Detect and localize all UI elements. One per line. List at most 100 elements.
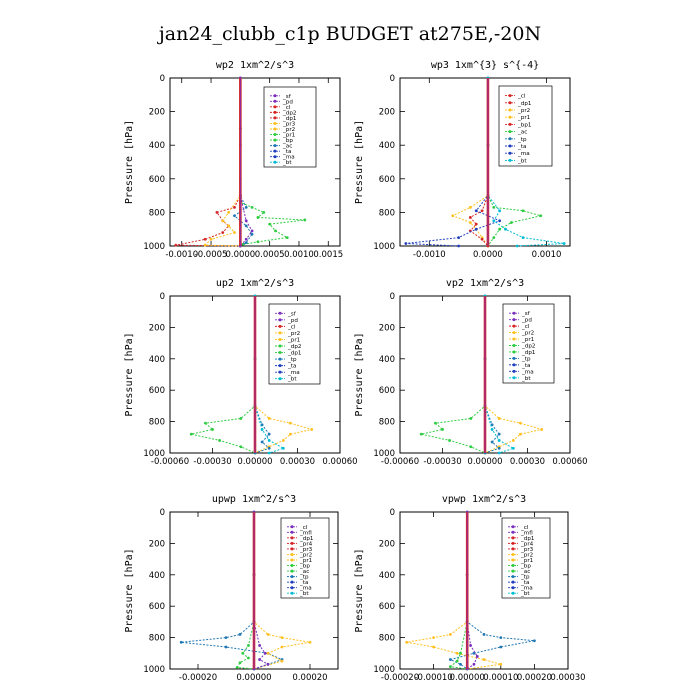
legend-marker xyxy=(508,144,512,148)
legend-label: _ta xyxy=(287,364,296,370)
y-axis-label: Pressure [hPa] xyxy=(124,548,135,632)
legend: _cl_mfl_dp1_pr4_pr3_pr2_pr1_bp_ac_tp_ta_… xyxy=(280,517,330,599)
series-point xyxy=(498,209,502,213)
x-tick-label: -0.00020 xyxy=(179,673,217,683)
series-point xyxy=(274,229,277,233)
panel-1: wp2 1xm^2/s^3 Pressure [hPa] 0 200 400 600 800… xyxy=(124,60,343,260)
series-line-1 xyxy=(181,512,284,670)
panel-5: upwp 1xm^2/s^3 Pressure [hPa] 0 200 400 600 80… xyxy=(124,494,339,683)
series-line-1 xyxy=(421,296,486,454)
y-tick-label: 600 xyxy=(149,175,165,185)
panel-title: wp3 1xm^{3} s^{-4} xyxy=(431,60,539,71)
legend-label: _ma xyxy=(299,586,312,592)
series-point xyxy=(260,428,264,431)
y-tick-label: 1000 xyxy=(143,665,165,675)
series-point xyxy=(203,243,207,247)
y-tick-label: 0 xyxy=(160,292,165,302)
series-point xyxy=(239,417,243,420)
series-point xyxy=(244,224,248,228)
x-tick-label: -0.00020 xyxy=(381,673,419,683)
legend-marker xyxy=(512,318,516,322)
figure-title: jan24_clubb_c1p BUDGET at275E,-20N xyxy=(157,23,541,45)
y-tick-label: 200 xyxy=(379,108,395,118)
legend-marker xyxy=(512,311,516,315)
series-point xyxy=(244,219,248,223)
series-point xyxy=(497,451,501,455)
legend-label: _pr1 xyxy=(299,558,313,564)
x-tick-label: 0.00030 xyxy=(280,457,315,467)
series-point xyxy=(260,440,264,444)
legend-label: _ta xyxy=(299,580,308,586)
x-tick-label: -0.0005 xyxy=(195,250,228,260)
legend-label: _cl xyxy=(287,324,296,330)
legend-marker xyxy=(290,558,294,562)
legend-label: _bt xyxy=(521,376,531,382)
series-point xyxy=(266,633,270,636)
series-point xyxy=(238,633,242,636)
legend-marker xyxy=(512,363,516,367)
legend-label: _dp1 xyxy=(299,536,314,542)
series-point xyxy=(432,636,435,639)
x-tick-label: 0.0015 xyxy=(313,250,343,260)
series-point xyxy=(455,651,459,655)
series-point xyxy=(267,446,271,450)
series-point xyxy=(504,227,507,231)
series-point xyxy=(469,644,472,647)
x-tick-label: -0.00010 xyxy=(414,673,452,683)
panel-title: upwp 1xm^2/s^3 xyxy=(212,494,296,505)
y-tick-label: 0 xyxy=(390,292,395,302)
y-tick-label: 200 xyxy=(379,323,395,333)
series-point xyxy=(233,231,236,234)
legend-marker xyxy=(511,586,515,590)
legend-label: _ac xyxy=(520,569,530,575)
series-point xyxy=(280,636,284,639)
series-point xyxy=(281,446,285,450)
legend-label: _pr4 xyxy=(520,541,534,547)
x-tick-label: -0.00030 xyxy=(423,457,461,467)
legend-marker xyxy=(273,105,277,109)
y-tick-label: 200 xyxy=(379,539,395,549)
legend-label: _bp xyxy=(299,564,310,570)
series-point xyxy=(459,662,462,666)
series-point xyxy=(289,421,292,425)
x-tick-label: -0.00030 xyxy=(193,457,231,467)
legend-label: _bt xyxy=(517,158,527,164)
legend-marker xyxy=(273,99,277,103)
plot-frame xyxy=(399,511,569,670)
legend-label: _pr2 xyxy=(287,331,300,337)
series-point xyxy=(511,446,515,450)
legend-label: _ma xyxy=(520,586,533,592)
y-tick-label: 200 xyxy=(149,539,165,549)
legend-marker xyxy=(512,369,516,373)
series-point xyxy=(459,651,462,655)
legend-label: _bp xyxy=(282,138,293,144)
x-tick-label: 0.00060 xyxy=(552,457,587,467)
series-point xyxy=(449,633,452,636)
legend-marker xyxy=(508,151,512,155)
series-point xyxy=(457,236,461,240)
series-point xyxy=(233,205,236,209)
series-point xyxy=(280,645,284,649)
series-point xyxy=(238,661,242,665)
legend-label: _pr1 xyxy=(520,558,534,564)
legend-marker xyxy=(278,337,282,341)
series-point xyxy=(468,205,472,209)
legend-marker xyxy=(511,575,515,579)
legend-marker xyxy=(512,350,516,354)
series-line-4 xyxy=(405,78,502,247)
series-point xyxy=(521,236,525,240)
series-point xyxy=(308,640,312,644)
series-point xyxy=(492,205,496,209)
legend-marker xyxy=(511,525,515,529)
series-point xyxy=(266,651,270,655)
x-tick-label: 0.00030 xyxy=(550,673,585,683)
series-point xyxy=(263,651,267,655)
legend-label: _cl xyxy=(282,105,291,111)
series-point xyxy=(497,439,501,442)
series-point xyxy=(250,205,254,209)
series-line-3 xyxy=(449,512,468,670)
series-point xyxy=(449,658,452,661)
legend-marker xyxy=(278,377,282,381)
legend-marker xyxy=(508,130,512,134)
legend-marker xyxy=(278,344,282,348)
